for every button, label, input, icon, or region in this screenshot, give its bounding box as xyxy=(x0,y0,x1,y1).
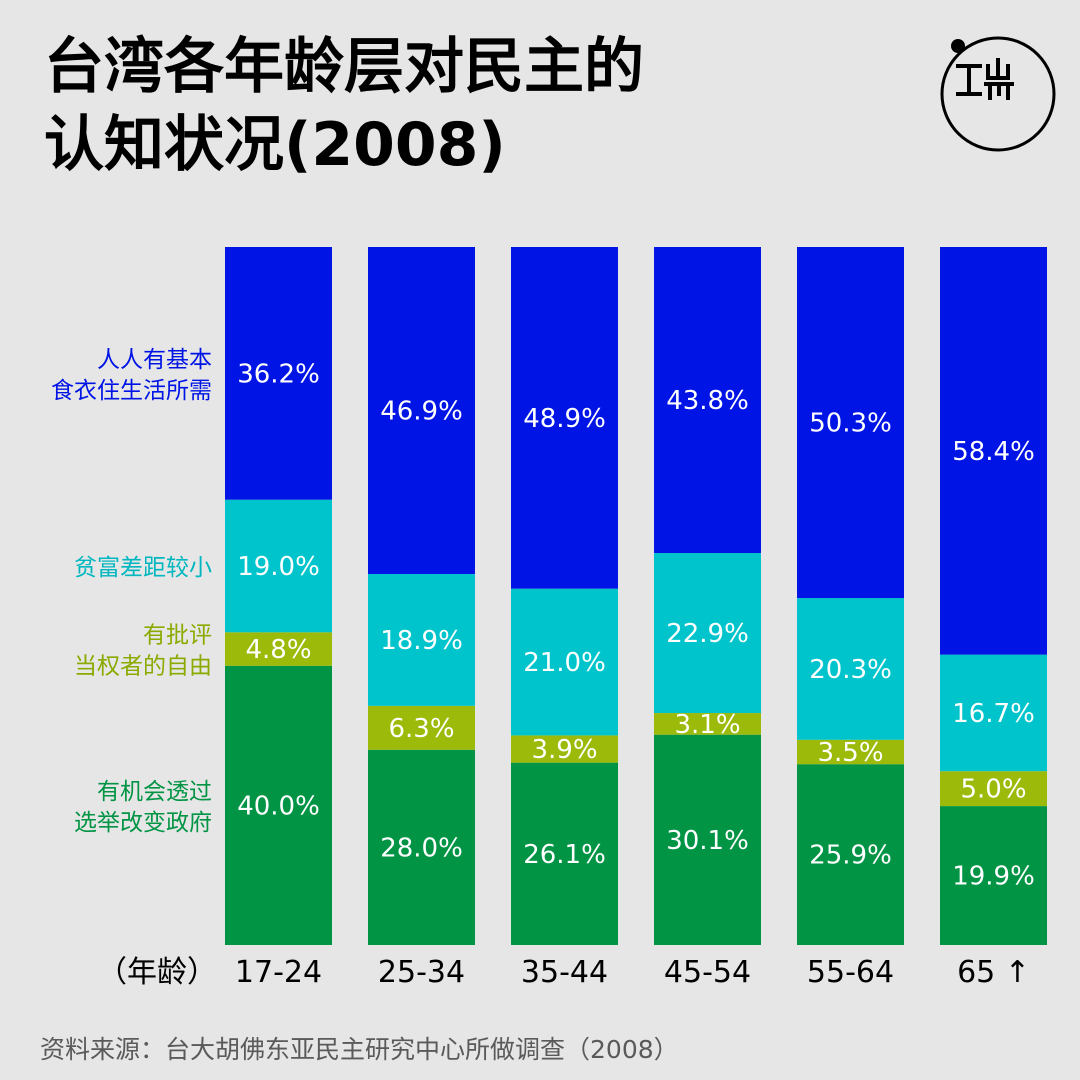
data-label: 43.8% xyxy=(666,386,749,416)
series-label-small_gap: 贫富差距较小 xyxy=(74,555,212,581)
series-label-line: 有批评 xyxy=(143,623,212,649)
series-label-basic_needs: 人人有基本食衣住生活所需 xyxy=(51,347,212,404)
bar-criticize xyxy=(940,771,1047,807)
bar-basic_needs xyxy=(511,247,618,589)
data-label: 36.2% xyxy=(237,359,320,389)
bar-elections xyxy=(797,764,904,945)
bar-stack-5: 25.9% 3.5% 20.3% 50.3% xyxy=(797,247,904,945)
data-label: 46.9% xyxy=(380,397,463,427)
x-tick-label: 35-44 xyxy=(521,955,608,990)
series-label-line: 当权者的自由 xyxy=(74,654,212,680)
data-label: 26.1% xyxy=(523,840,606,870)
bar-basic_needs xyxy=(654,247,761,554)
source-note: 资料来源：台大胡佛东亚民主研究中心所做调查（2008） xyxy=(40,1035,679,1064)
bar-criticize xyxy=(797,739,904,765)
x-axis-label: （年龄） xyxy=(97,955,217,990)
bar-stack-3: 26.1% 3.9% 21.0% 48.9% xyxy=(511,247,618,945)
bar-stack-2: 28.0% 6.3% 18.9% 46.9% xyxy=(368,247,475,945)
series-label-criticize: 有批评当权者的自由 xyxy=(74,623,212,680)
x-tick-label: 25-34 xyxy=(378,955,465,990)
bar-small_gap xyxy=(654,553,761,714)
data-label: 5.0% xyxy=(960,775,1026,805)
bar-small_gap xyxy=(368,574,475,706)
title-line-2: 认知状况(2008) xyxy=(44,110,506,180)
data-label: 50.3% xyxy=(809,409,892,439)
data-label: 58.4% xyxy=(952,437,1035,467)
series-label-elections: 有机会透过选举改变政府 xyxy=(74,779,212,836)
data-label: 3.9% xyxy=(531,735,597,765)
data-label: 40.0% xyxy=(237,791,320,821)
series-label-line: 选举改变政府 xyxy=(74,810,212,836)
data-label: 30.1% xyxy=(666,826,749,856)
bar-elections xyxy=(940,806,1047,945)
bar-criticize xyxy=(225,632,332,666)
x-tick-label: 55-64 xyxy=(807,955,894,990)
bar-elections xyxy=(654,734,761,945)
bar-stack-4: 30.1% 3.1% 22.9% 43.8% xyxy=(654,247,761,945)
bar-basic_needs xyxy=(797,247,904,599)
bar-criticize xyxy=(368,705,475,750)
data-label: 25.9% xyxy=(809,841,892,871)
title-line-1: 台湾各年龄层对民主的 xyxy=(44,32,644,102)
chart-title: 台湾各年龄层对民主的 认知状况(2008) xyxy=(44,28,864,184)
bar-elections xyxy=(511,762,618,945)
data-label: 48.9% xyxy=(523,404,606,434)
bar-basic_needs xyxy=(940,247,1047,655)
data-label: 19.0% xyxy=(237,552,320,582)
bar-small_gap xyxy=(940,654,1047,772)
x-tick-label: 65 ↑ xyxy=(957,955,1030,990)
bar-basic_needs xyxy=(225,247,332,500)
series-label-line: 有机会透过 xyxy=(97,779,212,805)
bar-small_gap xyxy=(797,598,904,740)
bar-elections xyxy=(225,665,332,945)
data-label: 19.9% xyxy=(952,862,1035,892)
data-label: 16.7% xyxy=(952,699,1035,729)
x-tick-label: 45-54 xyxy=(664,955,751,990)
data-label: 3.1% xyxy=(674,710,740,740)
bar-small_gap xyxy=(225,499,332,633)
data-label: 21.0% xyxy=(523,648,606,678)
bar-stack-6: 19.9% 5.0% 16.7% 58.4% xyxy=(940,247,1047,945)
series-label-line: 食衣住生活所需 xyxy=(51,378,212,404)
bar-criticize xyxy=(511,735,618,763)
x-tick-label: 17-24 xyxy=(235,955,322,990)
data-label: 3.5% xyxy=(817,738,883,768)
series-label-line: 贫富差距较小 xyxy=(74,555,212,581)
bar-stack-1: 40.0% 4.8% 19.0% 36.2% xyxy=(225,247,332,945)
data-label: 28.0% xyxy=(380,833,463,863)
publisher-logo-icon xyxy=(940,36,1056,152)
data-label: 4.8% xyxy=(245,635,311,665)
data-label: 18.9% xyxy=(380,626,463,656)
data-label: 20.3% xyxy=(809,655,892,685)
bar-criticize xyxy=(654,713,761,735)
bar-basic_needs xyxy=(368,247,475,575)
series-label-line: 人人有基本 xyxy=(97,347,212,373)
data-label: 22.9% xyxy=(666,619,749,649)
bar-elections xyxy=(368,749,475,945)
bar-small_gap xyxy=(511,588,618,736)
data-label: 6.3% xyxy=(388,714,454,744)
